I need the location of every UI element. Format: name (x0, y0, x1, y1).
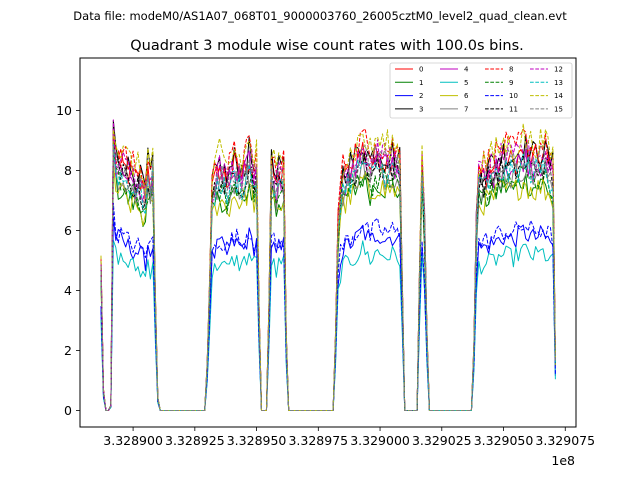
x-tick-label-3-329075: 3.329075 (535, 433, 595, 448)
legend-label-10: 10 (509, 92, 518, 100)
legend-label-9: 9 (509, 79, 513, 87)
legend-frame (389, 62, 573, 119)
y-tick-label-8: 8 (64, 163, 72, 178)
y-tick-label-6: 6 (64, 223, 72, 238)
legend-label-14: 14 (554, 92, 563, 100)
legend-label-3: 3 (419, 105, 423, 113)
legend-label-5: 5 (464, 79, 468, 87)
series-line-9 (100, 150, 556, 411)
x-tick-label-3-328950: 3.328950 (227, 433, 287, 448)
legend-label-0: 0 (419, 66, 423, 74)
legend-label-12: 12 (554, 66, 563, 74)
x-tick-label-3-329050: 3.329050 (474, 433, 534, 448)
legend-label-13: 13 (554, 79, 563, 87)
x-tick-label-3-328900: 3.328900 (103, 433, 163, 448)
x-tick-label-3-329000: 3.329000 (350, 433, 410, 448)
x-tick-label-3-329025: 3.329025 (412, 433, 472, 448)
legend-label-15: 15 (554, 105, 563, 113)
legend-label-2: 2 (419, 92, 423, 100)
legend-label-4: 4 (464, 66, 469, 74)
y-tick-label-4: 4 (64, 283, 72, 298)
plot-frame (79, 57, 577, 428)
chart-suptitle: Data file: modeM0/AS1A07_068T01_90000037… (73, 9, 567, 23)
y-tick-label-0: 0 (64, 403, 72, 418)
x-tick-label-3-328925: 3.328925 (165, 433, 225, 448)
series-line-13 (100, 143, 556, 411)
legend-label-8: 8 (509, 66, 513, 74)
x-tick-label-3-328975: 3.328975 (288, 433, 348, 448)
series-line-1 (100, 170, 556, 411)
series-line-14 (100, 123, 556, 411)
y-tick-label-10: 10 (56, 103, 72, 118)
legend-label-7: 7 (464, 105, 468, 113)
series-line-6 (100, 162, 556, 411)
chart-title: Quadrant 3 module wise count rates with … (130, 38, 524, 54)
series-line-2 (100, 216, 556, 411)
series-line-15 (100, 142, 556, 411)
series-line-10 (100, 202, 556, 411)
y-tick-label-2: 2 (64, 343, 72, 358)
axis-ticks: 3.328900 3.328925 3.328950 3.328975 3.329000… (56, 103, 595, 448)
x-offset-label: 1e8 (551, 453, 575, 468)
series-layer (100, 119, 556, 411)
legend-label-1: 1 (419, 79, 423, 87)
legend-label-11: 11 (509, 105, 518, 113)
legend-label-6: 6 (464, 92, 469, 100)
series-line-5 (100, 239, 556, 411)
